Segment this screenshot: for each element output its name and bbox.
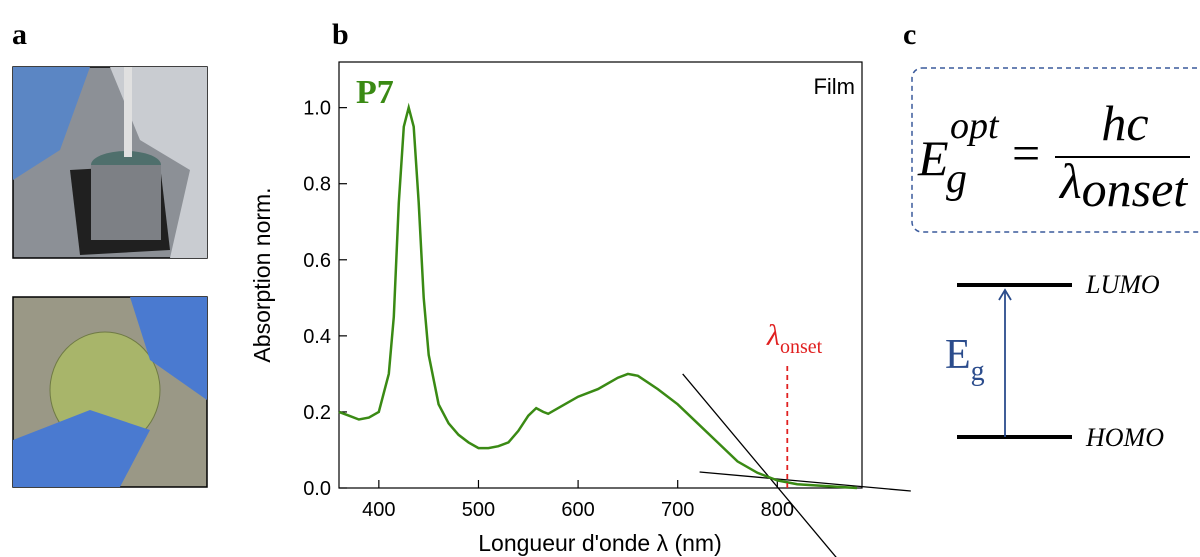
y-tick-label: 0.4 [303,326,331,348]
panel-label: b [332,18,349,51]
gap-label: Eg [945,332,985,387]
annotation: Film [813,74,855,99]
tangent-line [682,373,837,557]
formula-sub: g [946,156,967,202]
formula-numerator: hc [1101,95,1148,151]
series-label: P7 [356,74,394,111]
formula-box [911,67,1200,233]
formula-lambda-sub: onset [1082,161,1189,217]
photo-top [12,66,208,259]
formula-denominator: λonset [1058,153,1188,217]
y-tick-label: 1.0 [303,98,331,120]
y-axis-label: Absorption norm. [249,187,275,362]
plot-frame [338,61,863,489]
gap-arrow-head [998,288,1012,301]
gap-subscript: g [971,356,985,387]
x-tick-label: 600 [561,499,594,521]
x-tick-label: 400 [362,499,395,521]
panel-label: c [903,18,916,51]
formula-e: E [917,130,949,186]
formula-lambda: λ [1058,153,1082,209]
photo-bottom [12,296,208,488]
chart: 0.0 0.2 0.4 0.6 0.8 1.0 400 500 600 700 800 [303,98,911,557]
x-tick-label: 700 [661,499,694,521]
gap-symbol: E [945,332,971,378]
x-tick-label: 800 [761,499,794,521]
y-tick-label: 0.8 [303,174,331,196]
lumo-label: LUMO [1085,270,1160,299]
y-tick-label: 0.0 [303,478,331,500]
onset-subscript: onset [780,336,823,358]
tangent-line [699,471,911,492]
formula-sup: opt [950,105,1000,147]
y-tick-label: 0.2 [303,402,331,424]
panel-label: a [12,18,27,51]
onset-symbol: λ [766,319,780,352]
x-axis-label: Longueur d'onde λ (nm) [478,530,722,556]
x-tick-label: 500 [462,499,495,521]
homo-label: HOMO [1085,423,1164,452]
y-tick-label: 0.6 [303,250,331,272]
data-line [338,102,858,490]
formula-equals: = [1012,125,1040,181]
onset-label: λonset [766,319,823,358]
